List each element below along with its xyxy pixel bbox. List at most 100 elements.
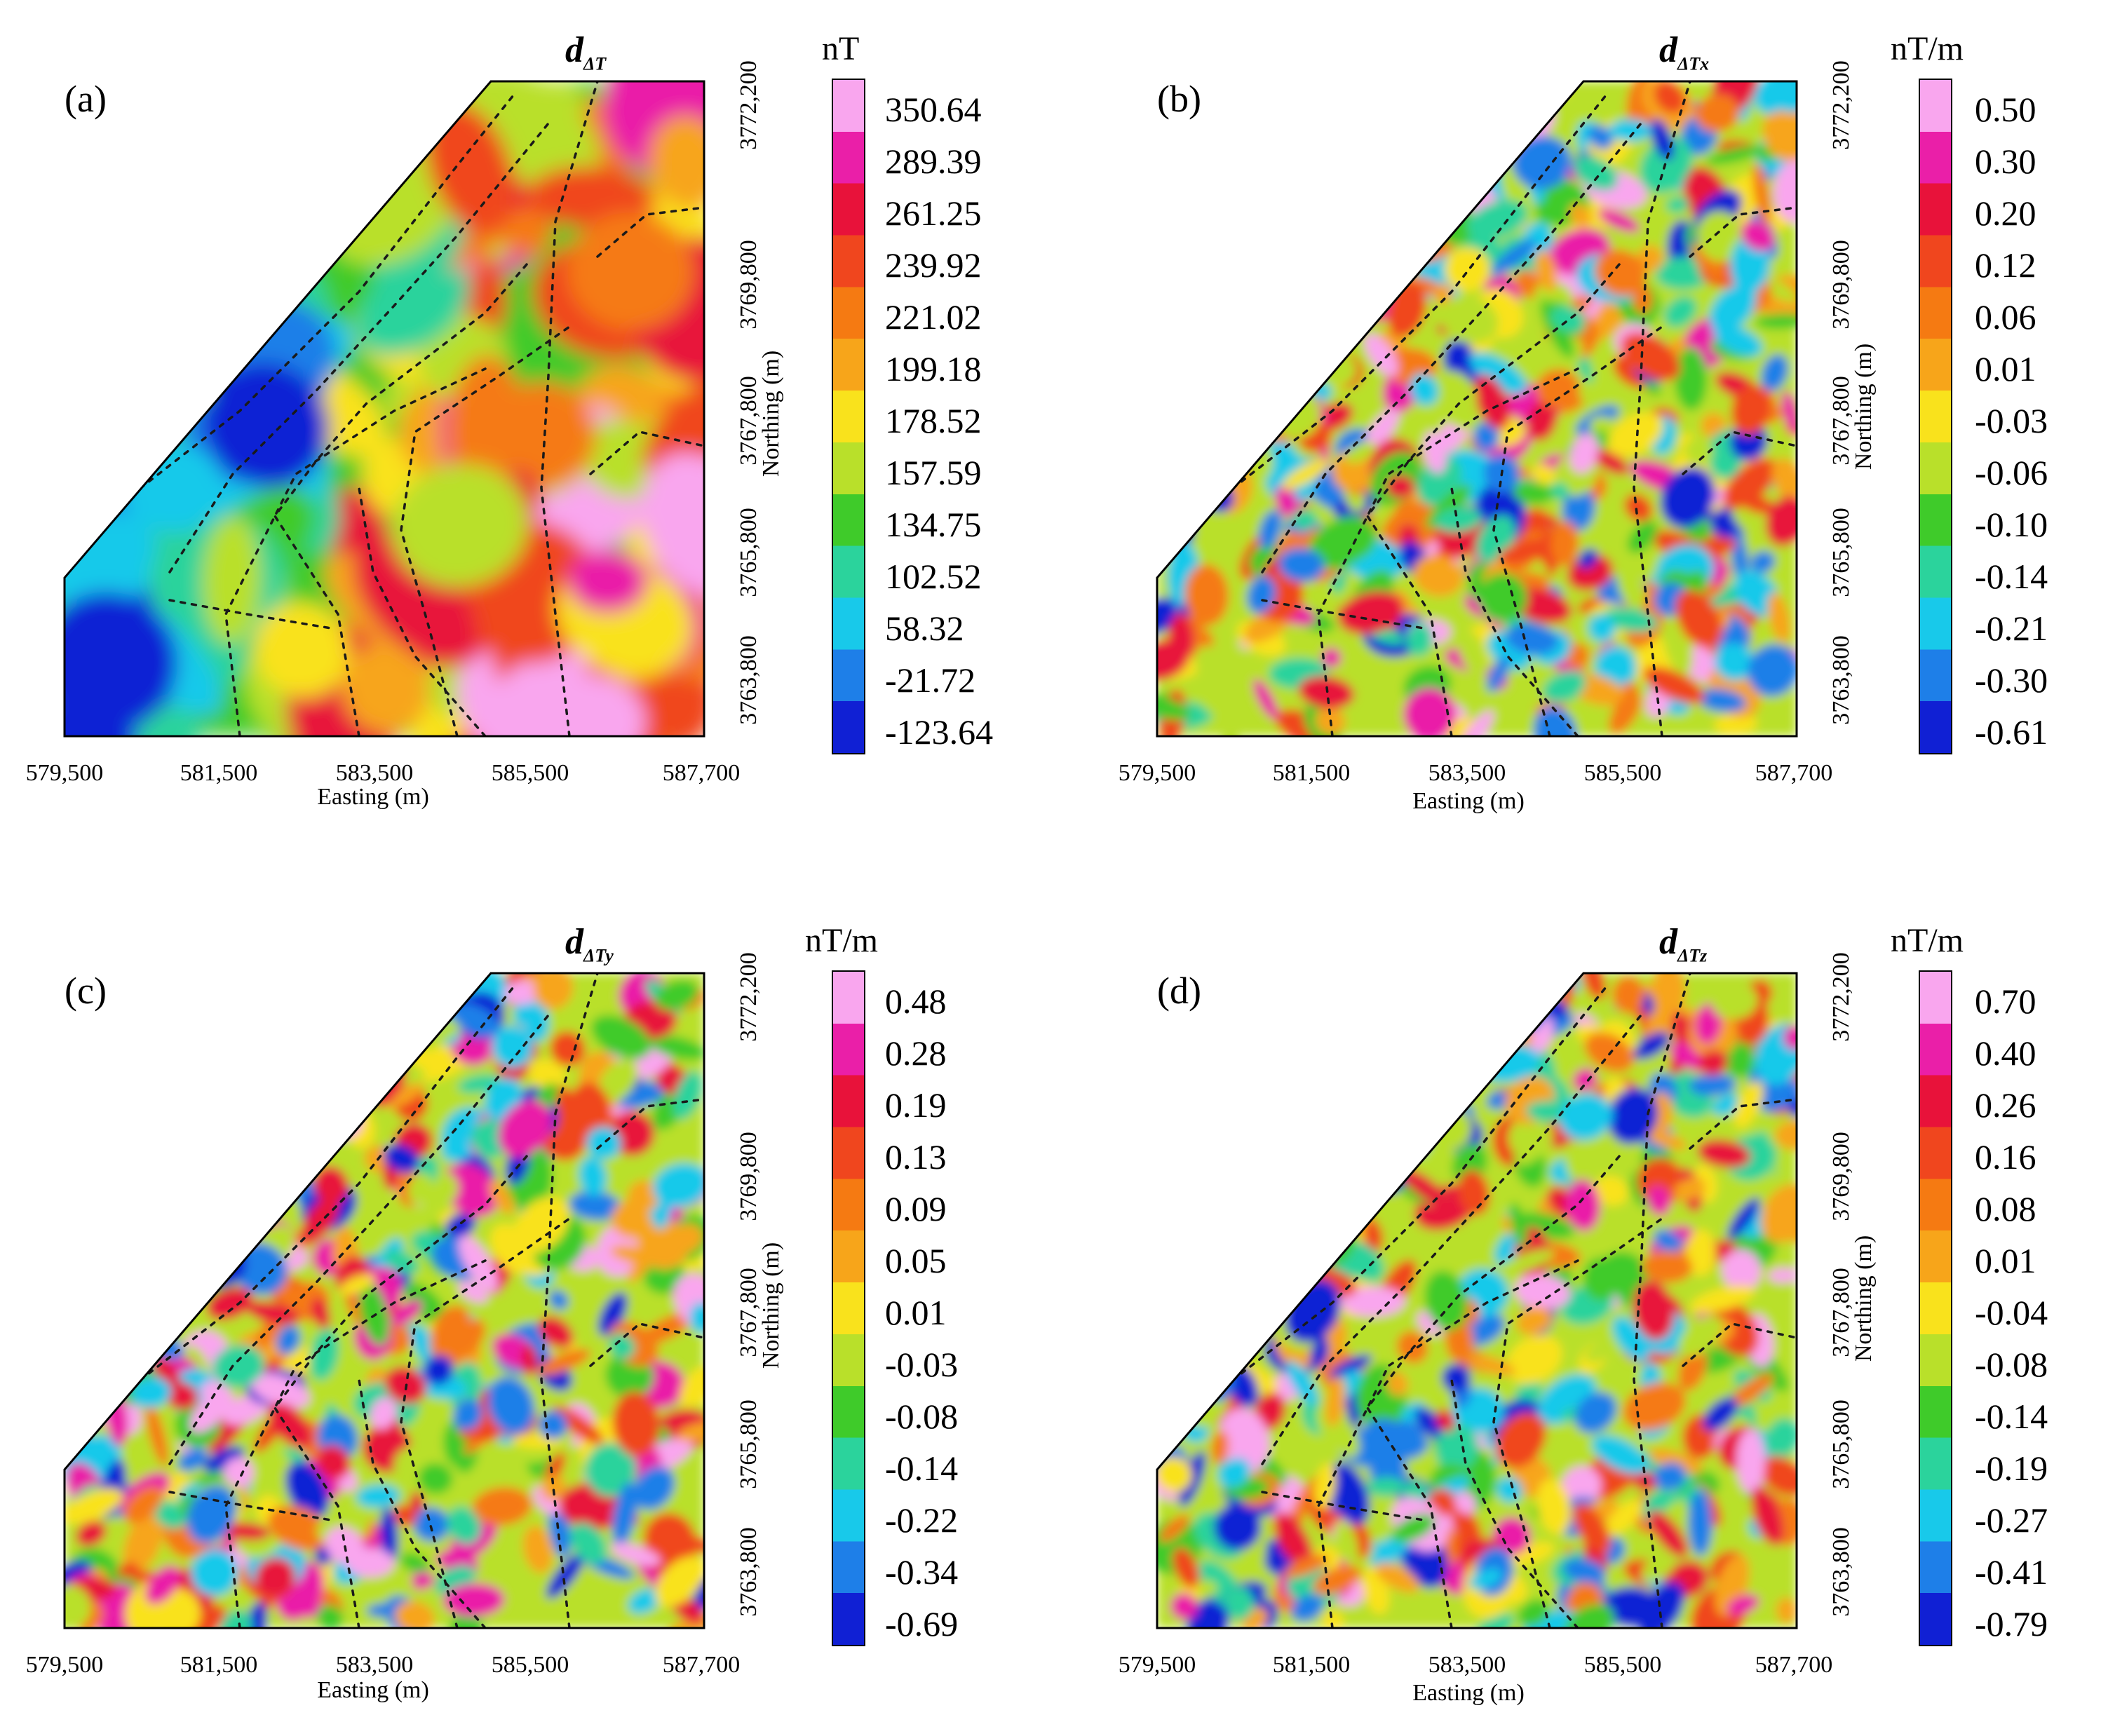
colorbar-value: -21.72 — [885, 660, 976, 700]
magnetic-anomaly-map — [1156, 80, 1798, 738]
colorbar-value: 0.12 — [1975, 245, 2036, 285]
panel-label: (d) — [1157, 970, 1201, 1012]
x-tick: 585,500 — [1583, 760, 1662, 786]
panel-b: (b) dΔTx 579,500 581,500 583,500 585,500… — [1050, 0, 2101, 868]
colorbar-value: 0.28 — [885, 1033, 947, 1073]
x-tick: 585,500 — [1583, 1652, 1662, 1678]
x-tick: 581,500 — [180, 1652, 258, 1678]
colorbar-value: -0.10 — [1975, 505, 2048, 544]
colorbar-value: 0.05 — [885, 1241, 947, 1280]
colorbar-value: 134.75 — [885, 505, 982, 544]
y-tick: 3765,800 — [736, 1399, 762, 1489]
title-sub: ΔTy — [583, 945, 614, 966]
colorbar — [832, 79, 865, 754]
colorbar-value: 178.52 — [885, 401, 982, 440]
title-main: d — [565, 922, 583, 962]
x-tick: 585,500 — [491, 760, 569, 786]
x-tick: 583,500 — [335, 1652, 414, 1678]
colorbar-value: 199.18 — [885, 349, 982, 388]
colorbar-value: 0.70 — [1975, 982, 2036, 1021]
panel-label: (c) — [65, 970, 107, 1012]
colorbar-unit: nT/m — [1891, 922, 1964, 959]
magnetic-anomaly-map — [63, 80, 705, 738]
colorbar-value: 0.19 — [885, 1085, 947, 1125]
y-axis-title: Northing (m) — [758, 350, 784, 477]
map-title: dΔT — [565, 29, 606, 74]
panel-d: (d) dΔTz 579,500 581,500 583,500 585,500… — [1050, 868, 2101, 1736]
colorbar — [1919, 970, 1952, 1646]
y-axis-title: Northing (m) — [1851, 343, 1877, 470]
colorbar-value: -0.61 — [1975, 712, 2048, 752]
title-sub: ΔTx — [1677, 53, 1710, 74]
map-title: dΔTy — [565, 921, 614, 966]
colorbar-value: -0.21 — [1975, 609, 2048, 648]
colorbar-unit: nT/m — [805, 922, 878, 959]
colorbar-value: 157.59 — [885, 453, 982, 492]
colorbar — [1919, 79, 1952, 754]
y-tick: 3772,200 — [1828, 952, 1854, 1042]
colorbar-value: -0.03 — [1975, 401, 2048, 440]
x-tick: 585,500 — [491, 1652, 569, 1678]
colorbar-value: -0.08 — [885, 1397, 959, 1436]
colorbar-value: 0.48 — [885, 982, 947, 1021]
x-tick: 583,500 — [335, 760, 414, 786]
title-main: d — [1659, 30, 1677, 70]
y-tick: 3772,200 — [736, 952, 762, 1042]
colorbar-value: -0.22 — [885, 1500, 959, 1540]
title-main: d — [565, 30, 583, 70]
panel-a: (a) dΔT 579,500 581,500 583,500 585,500 … — [0, 0, 1050, 868]
colorbar-value: -0.34 — [885, 1552, 959, 1592]
colorbar-value: -0.06 — [1975, 453, 2048, 492]
colorbar-value: -0.69 — [885, 1604, 959, 1643]
x-tick: 581,500 — [180, 760, 258, 786]
title-sub: ΔT — [583, 53, 607, 74]
colorbar-value: 221.02 — [885, 297, 982, 337]
y-tick: 3769,800 — [736, 240, 762, 330]
colorbar-value: 102.52 — [885, 557, 982, 596]
colorbar-value: 261.25 — [885, 194, 982, 233]
colorbar-value: 0.30 — [1975, 142, 2036, 181]
colorbar-unit: nT — [822, 30, 860, 67]
colorbar-value: 0.06 — [1975, 297, 2036, 337]
colorbar-value: -0.14 — [885, 1449, 959, 1488]
colorbar-value: 0.01 — [885, 1293, 947, 1332]
x-axis-title: Easting (m) — [317, 1677, 429, 1703]
y-axis-title: Northing (m) — [758, 1242, 784, 1369]
x-tick: 583,500 — [1428, 1652, 1506, 1678]
colorbar-value: -0.04 — [1975, 1293, 2048, 1332]
colorbar — [832, 970, 865, 1646]
x-tick: 579,500 — [1118, 1652, 1196, 1678]
colorbar-value: 350.64 — [885, 90, 982, 129]
x-tick: 581,500 — [1272, 760, 1351, 786]
magnetic-anomaly-map — [63, 972, 705, 1629]
y-tick: 3765,800 — [1828, 1399, 1854, 1489]
y-axis-title: Northing (m) — [1851, 1235, 1877, 1362]
x-tick: 581,500 — [1272, 1652, 1351, 1678]
colorbar-value: -0.03 — [885, 1345, 959, 1384]
colorbar-unit: nT/m — [1891, 30, 1964, 67]
x-tick: 587,700 — [662, 760, 741, 786]
colorbar-value: 0.09 — [885, 1189, 947, 1228]
x-tick: 583,500 — [1428, 760, 1506, 786]
y-tick: 3765,800 — [1828, 508, 1854, 597]
colorbar-value: -0.79 — [1975, 1604, 2048, 1643]
y-tick: 3765,800 — [736, 508, 762, 597]
y-tick: 3763,800 — [736, 1527, 762, 1617]
colorbar-value: 0.13 — [885, 1137, 947, 1176]
x-axis-title: Easting (m) — [1412, 788, 1525, 814]
panel-label: (a) — [65, 78, 107, 120]
colorbar-value: 289.39 — [885, 142, 982, 181]
y-tick: 3769,800 — [736, 1132, 762, 1221]
x-tick: 579,500 — [1118, 760, 1196, 786]
colorbar-value: 239.92 — [885, 245, 982, 285]
colorbar-value: -0.30 — [1975, 660, 2048, 700]
x-tick: 579,500 — [25, 760, 104, 786]
title-main: d — [1659, 922, 1677, 962]
x-tick: 587,700 — [1755, 760, 1833, 786]
colorbar-value: -0.19 — [1975, 1449, 2048, 1488]
colorbar-value: -0.08 — [1975, 1345, 2048, 1384]
colorbar-value: -0.41 — [1975, 1552, 2048, 1592]
panel-label: (b) — [1157, 78, 1201, 120]
magnetic-anomaly-map — [1156, 972, 1798, 1629]
x-tick: 587,700 — [662, 1652, 741, 1678]
